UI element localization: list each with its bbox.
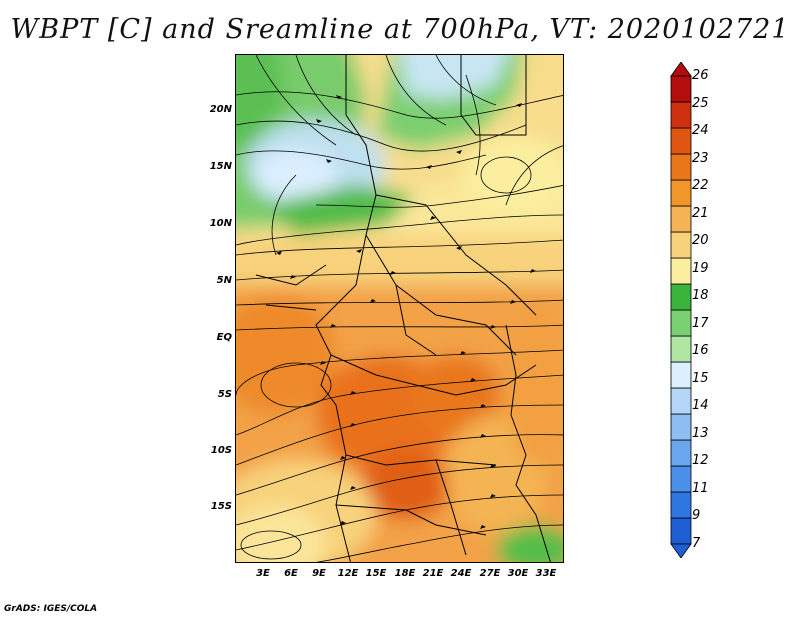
colorbar-label: 26 bbox=[692, 68, 709, 83]
colorbar-max-arrow bbox=[670, 62, 692, 77]
colorbar-min-arrow bbox=[670, 543, 692, 558]
colorbar-label: 12 bbox=[692, 453, 709, 469]
lat-label-15n: 15N bbox=[209, 161, 232, 172]
lon-label-18e: 18E bbox=[394, 568, 416, 579]
colorbar-swatch bbox=[670, 153, 692, 181]
temperature-shading bbox=[236, 55, 563, 562]
lat-label-eq: EQ bbox=[216, 332, 232, 343]
lat-label-10s: 10S bbox=[210, 445, 232, 456]
lon-label-9e: 9E bbox=[312, 568, 326, 579]
lon-label-33e: 33E bbox=[535, 568, 557, 579]
streamline-arrows bbox=[276, 95, 536, 529]
colorbar-swatch bbox=[670, 101, 692, 129]
lon-label-6e: 6E bbox=[284, 568, 298, 579]
colorbar-label: 24 bbox=[692, 123, 709, 139]
colorbar-swatch bbox=[670, 179, 692, 207]
lat-label-15s: 15S bbox=[210, 501, 232, 512]
colorbar-swatch bbox=[670, 257, 692, 285]
chart-title: WBPT [C] and Sreamline at 700hPa, VT: 20… bbox=[10, 14, 790, 45]
colorbar-label: 21 bbox=[692, 205, 709, 221]
lon-label-15e: 15E bbox=[365, 568, 387, 579]
colorbar-label: 18 bbox=[692, 288, 709, 304]
colorbar-label: 15 bbox=[692, 370, 709, 386]
colorbar-label: 20 bbox=[692, 233, 709, 249]
colorbar-swatch bbox=[670, 491, 692, 519]
colorbar-swatch bbox=[670, 517, 692, 545]
lon-label-3e: 3E bbox=[256, 568, 270, 579]
lon-label-27e: 27E bbox=[479, 568, 501, 579]
colorbar-label: 19 bbox=[692, 260, 709, 276]
colorbar-swatch bbox=[670, 205, 692, 233]
map-plot-area bbox=[235, 54, 564, 563]
colorbar-swatch bbox=[670, 413, 692, 441]
colorbar-swatch bbox=[670, 387, 692, 415]
colorbar-swatch bbox=[670, 309, 692, 337]
lon-label-12e: 12E bbox=[337, 568, 359, 579]
colorbar-label: 22 bbox=[692, 178, 709, 194]
colorbar-label: 16 bbox=[692, 343, 709, 359]
colorbar-swatch bbox=[670, 127, 692, 155]
country-borders bbox=[255, 55, 551, 562]
colorbar-swatch bbox=[670, 231, 692, 259]
colorbar-label: 14 bbox=[692, 398, 709, 414]
colorbar bbox=[670, 62, 692, 558]
colorbar-swatch bbox=[670, 465, 692, 493]
colorbar-label: 13 bbox=[692, 425, 709, 441]
lat-label-10n: 10N bbox=[209, 218, 232, 229]
colorbar-label: 25 bbox=[692, 95, 709, 111]
colorbar-swatch bbox=[670, 335, 692, 363]
colorbar-label: 9 bbox=[692, 508, 701, 524]
colorbar-swatch bbox=[670, 439, 692, 467]
colorbar-label: 17 bbox=[692, 315, 709, 331]
colorbar-label: 7 bbox=[692, 536, 701, 551]
colorbar-label: 23 bbox=[692, 150, 709, 166]
colorbar-swatch bbox=[670, 75, 692, 103]
lon-label-30e: 30E bbox=[507, 568, 529, 579]
lat-label-5n: 5N bbox=[216, 275, 232, 286]
lat-label-5s: 5S bbox=[217, 389, 232, 400]
lat-label-20n: 20N bbox=[209, 104, 232, 115]
streamlines bbox=[236, 55, 563, 562]
colorbar-label: 11 bbox=[692, 480, 709, 496]
wbpt-streamline-map bbox=[236, 55, 563, 562]
grads-credit: GrADS: IGES/COLA bbox=[4, 604, 98, 614]
lon-label-21e: 21E bbox=[422, 568, 444, 579]
lon-label-24e: 24E bbox=[450, 568, 472, 579]
colorbar-swatch bbox=[670, 361, 692, 389]
colorbar-swatch bbox=[670, 283, 692, 311]
